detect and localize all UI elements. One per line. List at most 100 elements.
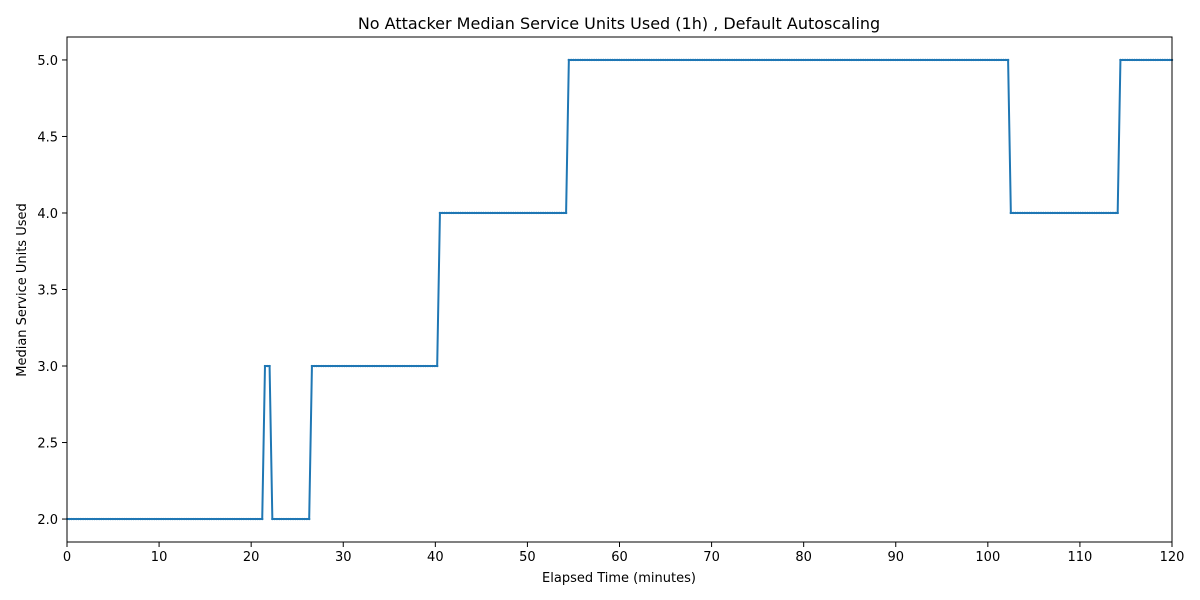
data-point — [528, 211, 531, 215]
data-point — [405, 364, 409, 368]
data-point — [164, 517, 167, 521]
y-tick-label: 5.0 — [37, 54, 58, 69]
data-point — [271, 517, 274, 521]
data-point — [199, 517, 202, 521]
data-point — [548, 211, 552, 215]
data-point — [438, 211, 442, 215]
data-point — [1102, 211, 1105, 215]
data-point — [452, 211, 455, 215]
data-point — [960, 58, 964, 62]
data-point — [1049, 211, 1052, 215]
data-point — [944, 58, 948, 62]
data-point — [967, 58, 971, 62]
data-point — [514, 211, 517, 215]
data-point — [1042, 211, 1045, 215]
data-point — [839, 58, 842, 62]
x-tick-label: 30 — [335, 550, 352, 565]
data-point — [555, 211, 559, 215]
x-tick-label: 100 — [975, 550, 1000, 565]
data-point — [368, 364, 372, 368]
data-point — [516, 211, 520, 215]
data-point — [816, 58, 819, 62]
data-point — [887, 58, 890, 62]
data-point — [539, 211, 543, 215]
data-point — [859, 58, 863, 62]
data-point — [116, 517, 119, 521]
data-point — [1009, 211, 1013, 215]
data-point — [636, 58, 640, 62]
data-point — [445, 211, 449, 215]
data-point — [620, 58, 623, 62]
data-point — [139, 517, 142, 521]
x-tick-label: 40 — [427, 550, 444, 565]
data-point — [894, 58, 897, 62]
x-tick-label: 10 — [151, 550, 168, 565]
data-point — [512, 211, 515, 215]
data-point — [951, 58, 955, 62]
data-point — [643, 58, 646, 62]
data-point — [1109, 211, 1112, 215]
data-point — [180, 517, 184, 521]
data-point — [758, 58, 761, 62]
data-point — [749, 58, 752, 62]
data-point — [155, 517, 158, 521]
data-point — [468, 211, 471, 215]
y-tick-label: 3.5 — [37, 284, 58, 299]
y-tick-label: 2.5 — [37, 437, 58, 452]
data-point — [1079, 211, 1082, 215]
data-point — [350, 364, 353, 368]
data-point — [772, 58, 775, 62]
data-point — [1090, 211, 1094, 215]
data-point — [282, 517, 286, 521]
data-point — [597, 58, 600, 62]
data-point — [770, 58, 773, 62]
data-point — [107, 517, 110, 521]
data-point — [148, 517, 151, 521]
data-point — [779, 58, 782, 62]
data-point — [378, 364, 381, 368]
data-point — [701, 58, 704, 62]
data-point — [263, 364, 267, 368]
data-point — [459, 211, 462, 215]
data-point — [153, 517, 156, 521]
data-point — [740, 58, 743, 62]
data-point — [560, 211, 563, 215]
data-point — [661, 58, 665, 62]
data-point — [678, 58, 681, 62]
data-point — [74, 517, 78, 521]
data-point — [818, 58, 821, 62]
chart-title: No Attacker Median Service Units Used (1… — [358, 14, 880, 33]
data-point — [482, 211, 485, 215]
data-point — [159, 517, 163, 521]
data-point — [599, 58, 603, 62]
data-point — [201, 517, 204, 521]
data-point — [1025, 211, 1029, 215]
data-point — [767, 58, 771, 62]
data-point — [1051, 211, 1054, 215]
data-point — [804, 58, 807, 62]
data-point — [707, 58, 711, 62]
data-point — [705, 58, 709, 62]
data-point — [910, 58, 913, 62]
data-point — [1006, 58, 1010, 62]
data-point — [417, 364, 420, 368]
data-point — [1002, 58, 1005, 62]
data-point — [470, 211, 474, 215]
data-point — [523, 211, 526, 215]
data-point — [489, 211, 492, 215]
data-point — [753, 58, 757, 62]
data-point — [310, 364, 314, 368]
data-point — [210, 517, 213, 521]
data-point — [473, 211, 476, 215]
data-point — [258, 517, 262, 521]
data-point — [166, 517, 170, 521]
data-point — [703, 58, 706, 62]
data-point — [689, 58, 692, 62]
data-point — [298, 517, 302, 521]
data-point — [70, 517, 73, 521]
data-point — [187, 517, 190, 521]
data-point — [546, 211, 549, 215]
data-point — [622, 58, 626, 62]
data-point — [564, 211, 568, 215]
data-point — [882, 58, 886, 62]
